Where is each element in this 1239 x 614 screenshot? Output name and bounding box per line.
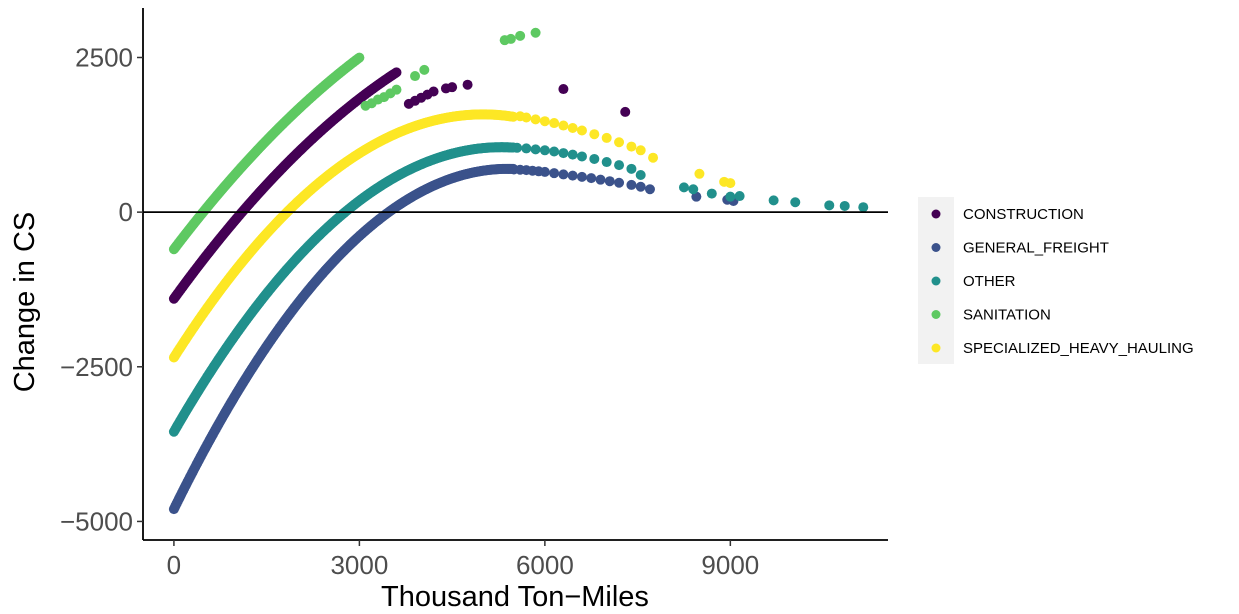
data-point xyxy=(688,184,699,195)
legend-key-construction xyxy=(931,209,941,219)
data-point xyxy=(725,191,736,202)
legend: CONSTRUCTION GENERAL_FREIGHT OTHER SANITATI… xyxy=(918,197,1194,364)
x-tick-label: 9000 xyxy=(701,550,759,580)
data-point xyxy=(635,181,646,192)
data-point xyxy=(601,157,612,168)
data-point xyxy=(824,200,835,211)
data-point xyxy=(678,182,689,193)
series-construction xyxy=(168,67,631,304)
x-tick-label: 6000 xyxy=(516,550,574,580)
series-general-freight xyxy=(168,163,739,515)
data-points xyxy=(168,27,869,515)
data-point xyxy=(589,129,600,140)
data-point xyxy=(539,145,550,156)
data-point xyxy=(521,143,532,154)
data-point xyxy=(462,79,473,90)
data-point xyxy=(391,67,402,78)
data-point xyxy=(586,173,597,184)
data-point xyxy=(515,30,526,41)
data-point xyxy=(595,174,606,185)
y-tick-label: 0 xyxy=(119,197,133,227)
data-point xyxy=(391,84,402,95)
data-point xyxy=(734,191,745,202)
data-point xyxy=(648,152,659,163)
data-point xyxy=(558,148,569,159)
data-point xyxy=(410,71,421,82)
data-point xyxy=(539,116,550,127)
data-point xyxy=(419,64,430,75)
data-point xyxy=(644,184,655,195)
data-point xyxy=(626,141,637,152)
data-point xyxy=(567,149,578,160)
data-point xyxy=(567,123,578,134)
series-sanitation xyxy=(168,27,541,255)
data-point xyxy=(505,33,516,44)
data-point xyxy=(558,120,569,131)
data-point xyxy=(694,168,705,179)
data-point xyxy=(512,142,523,153)
data-point xyxy=(620,106,631,117)
data-point xyxy=(601,132,612,143)
data-point xyxy=(706,188,717,199)
y-axis-title: Change in CS xyxy=(9,212,41,393)
data-point xyxy=(614,160,625,171)
legend-key-sanitation xyxy=(931,310,941,319)
data-point xyxy=(626,163,637,174)
data-point xyxy=(626,179,637,190)
data-point xyxy=(635,145,646,156)
data-point xyxy=(725,178,736,189)
data-point xyxy=(549,168,560,179)
data-point xyxy=(576,125,587,136)
data-point xyxy=(635,170,646,181)
data-point xyxy=(576,151,587,162)
data-point xyxy=(839,200,850,211)
data-point xyxy=(576,171,587,182)
legend-label: SPECIALIZED_HEAVY_HAULING xyxy=(963,340,1194,357)
data-point xyxy=(428,86,439,97)
data-point xyxy=(558,169,569,180)
data-point xyxy=(521,112,532,123)
data-point xyxy=(530,27,541,38)
y-axis-ticks: −5000 −2500 0 2500 xyxy=(60,42,143,536)
series-other xyxy=(168,142,869,437)
data-point xyxy=(614,177,625,188)
data-point xyxy=(768,195,779,206)
y-tick-label: −2500 xyxy=(60,352,133,382)
data-point xyxy=(790,197,801,208)
data-point xyxy=(858,202,869,213)
data-point xyxy=(614,137,625,148)
legend-label: CONSTRUCTION xyxy=(963,206,1084,223)
legend-label: SANITATION xyxy=(963,307,1051,324)
series-specialized-heavy-hauling xyxy=(168,109,736,363)
data-point xyxy=(549,146,560,157)
x-tick-label: 0 xyxy=(167,550,181,580)
data-point xyxy=(589,153,600,164)
data-point xyxy=(567,170,578,181)
data-point xyxy=(530,114,541,125)
legend-label: OTHER xyxy=(963,273,1016,290)
legend-key-other xyxy=(931,276,941,286)
x-axis-ticks: 0 3000 6000 9000 xyxy=(167,540,759,580)
data-point xyxy=(549,118,560,129)
x-axis-title: Thousand Ton−Miles xyxy=(381,581,649,613)
y-tick-label: 2500 xyxy=(75,42,133,72)
data-point xyxy=(530,144,541,155)
x-tick-label: 3000 xyxy=(330,550,388,580)
data-point xyxy=(604,176,615,187)
legend-label: GENERAL_FREIGHT xyxy=(963,240,1109,257)
data-point xyxy=(558,84,569,95)
data-point xyxy=(447,82,458,93)
legend-key-general-freight xyxy=(931,243,941,252)
data-point xyxy=(539,166,550,177)
y-tick-label: −5000 xyxy=(60,506,133,536)
data-point xyxy=(354,52,365,63)
legend-key-specialized-heavy-hauling xyxy=(931,343,941,353)
